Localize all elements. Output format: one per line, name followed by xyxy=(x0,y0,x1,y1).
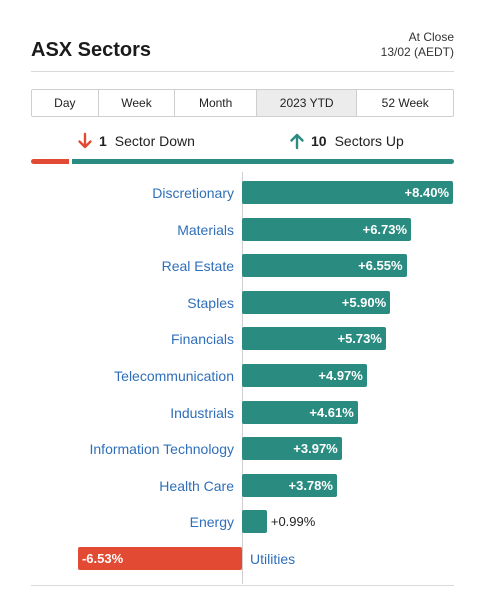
tab-month[interactable]: Month xyxy=(175,90,257,116)
tab-2023-ytd[interactable]: 2023 YTD xyxy=(256,90,358,116)
bar-staples[interactable] xyxy=(242,290,391,314)
category-label-discretionary[interactable]: Discretionary xyxy=(152,185,234,201)
value-label-information-technology: +3.97% xyxy=(293,441,338,457)
split-down-segment xyxy=(31,159,69,164)
arrow-down-icon xyxy=(77,132,93,150)
category-label-industrials[interactable]: Industrials xyxy=(170,404,234,421)
value-label-energy: +0.99% xyxy=(270,514,316,530)
value-label-industrials: +4.61% xyxy=(309,404,354,420)
sector-summary: 1 Sector Down 10 Sectors Up xyxy=(31,132,454,152)
bar-information-technology[interactable] xyxy=(242,437,342,461)
up-down-split-bar xyxy=(31,159,454,164)
sectors-down-label: Sector Down xyxy=(114,133,195,149)
bar-discretionary[interactable] xyxy=(242,181,453,204)
bar-telecommunication[interactable] xyxy=(242,364,367,387)
value-label-real-estate: +6.55% xyxy=(358,258,403,274)
value-label-staples: +5.90% xyxy=(341,294,387,310)
period-tabs: Day Week Month 2023 YTD 52 Week xyxy=(31,89,454,117)
arrow-up-icon xyxy=(289,132,305,150)
bar-real-estate[interactable] xyxy=(242,254,407,278)
bar-energy[interactable] xyxy=(242,510,267,534)
split-up-segment xyxy=(72,159,454,164)
header: ASX Sectors At Close 13/02 (AEDT) xyxy=(31,28,454,72)
category-label-energy[interactable]: Energy xyxy=(189,514,234,531)
category-label-health-care[interactable]: Health Care xyxy=(159,477,234,494)
tab-day[interactable]: Day xyxy=(32,90,99,116)
category-label-utilities[interactable]: Utilities xyxy=(250,551,296,567)
category-label-telecommunication[interactable]: Telecommunication xyxy=(114,368,234,384)
sectors-up-label: Sectors Up xyxy=(334,133,404,149)
close-info: At Close 13/02 (AEDT) xyxy=(381,30,454,60)
category-label-staples[interactable]: Staples xyxy=(187,294,234,311)
value-label-materials: +6.73% xyxy=(362,221,408,237)
value-label-discretionary: +8.40% xyxy=(404,185,449,200)
sectors-up-count: 10 xyxy=(311,133,327,149)
close-date: 13/02 (AEDT) xyxy=(380,45,454,59)
close-label: At Close xyxy=(408,30,454,44)
sectors-up-summary: 10 Sectors Up xyxy=(289,132,404,150)
value-label-financials: +5.73% xyxy=(337,331,382,347)
sectors-down-summary: 1 Sector Down xyxy=(77,132,195,150)
tab-52-week[interactable]: 52 Week xyxy=(357,90,453,116)
category-label-materials[interactable]: Materials xyxy=(177,221,234,238)
sectors-down-count: 1 xyxy=(99,133,107,149)
value-label-health-care: +3.78% xyxy=(288,477,333,493)
tab-week[interactable]: Week xyxy=(98,90,176,116)
category-label-real-estate[interactable]: Real Estate xyxy=(161,258,234,275)
bar-industrials[interactable] xyxy=(242,400,358,424)
category-label-financials[interactable]: Financials xyxy=(170,331,234,348)
page-title: ASX Sectors xyxy=(31,39,152,61)
category-label-information-technology[interactable]: Information Technology xyxy=(89,441,235,458)
bar-financials[interactable] xyxy=(242,327,386,351)
bar-utilities[interactable] xyxy=(77,547,242,570)
sector-bar-chart: Discretionary +8.40% Materials +6.73% Real E… xyxy=(0,172,483,584)
bar-health-care[interactable] xyxy=(242,473,337,497)
bar-materials[interactable] xyxy=(242,217,412,241)
value-label-utilities: -6.53% xyxy=(81,551,124,566)
footer-divider xyxy=(31,585,454,586)
value-label-telecommunication: +4.97% xyxy=(318,368,363,383)
